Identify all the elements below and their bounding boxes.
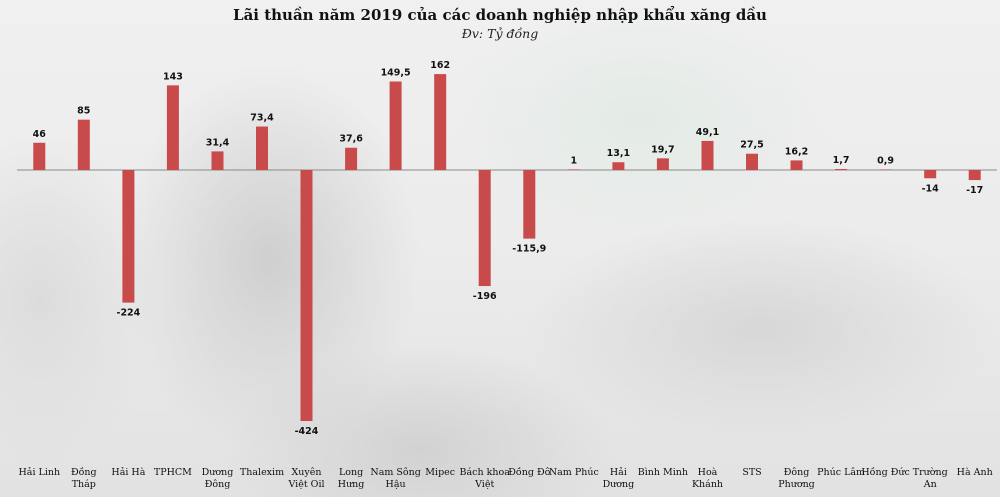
category-label: Trường [913,467,948,478]
category-label: Xuyên [292,467,322,478]
bar-value-label: 37,6 [339,134,363,145]
category-label: Hải Hà [111,467,145,478]
category-label: Nam Sông [370,467,420,478]
bar [166,85,179,170]
category-label: Bách khoa [460,467,511,478]
bar-value-label: -224 [117,308,141,319]
category-label: Hậu [386,479,406,490]
bar-value-label: -14 [922,183,940,194]
bar-value-label: 31,4 [206,137,230,148]
bars-group [33,74,981,422]
category-label: Phương [778,479,815,490]
category-label: Hưng [338,479,365,490]
bar [256,126,268,170]
category-label: Việt Oil [287,479,324,490]
bar-value-label: 49,1 [696,127,719,138]
category-label: Đông [784,467,810,478]
bar [389,81,402,170]
category-label: Việt [474,479,494,490]
category-label: Tháp [72,479,96,490]
bar [746,153,758,170]
bar [612,162,625,170]
category-label: Hoà [698,467,718,478]
category-label: Phúc Lâm [817,467,865,478]
bar-value-label: 85 [77,106,90,117]
bar-value-label: -424 [295,426,319,437]
bar-value-label: 13,1 [607,148,630,159]
bar-value-label: 16,2 [785,146,808,157]
category-label: Bình Minh [638,467,688,478]
bar-value-label: 1 [570,155,577,166]
bar-value-label: 46 [33,129,47,140]
bar [478,170,491,287]
bar [567,169,580,170]
bar-value-label: 143 [163,71,183,82]
chart-unit-subtitle: Đv: Tỷ đồng [461,26,539,41]
bar-value-label: 149,5 [381,67,411,78]
bar [33,142,46,170]
category-label: An [923,479,937,490]
bar-value-label: -17 [966,185,983,196]
category-label: Thalexim [240,467,284,478]
bar-value-label: 162 [430,60,450,71]
bar-value-label: 0,9 [877,155,894,166]
bar [434,74,447,170]
bar-value-label: -196 [473,291,497,302]
bar [345,147,358,170]
value-labels-group: 46 85 -224 143 31,4 73,4 -424 37,6 149,5 162 -196 -… [33,60,984,437]
category-label: Hồng Đức [861,467,909,478]
category-label: Dương [202,467,234,478]
bar [835,168,848,170]
category-label: Dương [603,479,635,490]
bar-value-label: 73,4 [250,113,274,124]
category-label: Hải [610,467,627,478]
bar [211,151,224,170]
category-label: TPHCM [154,467,192,478]
category-label: Khánh [692,479,723,490]
bar [77,119,90,170]
chart-title: Lãi thuần năm 2019 của các doanh nghiệp … [233,6,767,24]
bar [656,158,669,170]
bar [968,170,981,181]
category-label: Long [339,467,363,478]
category-label: Đồng Đô [508,467,550,478]
bar [122,170,135,303]
bar [790,160,803,170]
category-label: Đông [205,479,231,490]
category-label: STS [742,467,761,478]
bar-value-label: 19,7 [651,144,674,155]
bar-value-label: 1,7 [833,155,850,166]
bar [924,170,937,179]
category-label: Nam Phúc [549,467,599,478]
bar-value-label: -115,9 [512,244,546,255]
category-label: Hà Anh [957,467,993,478]
category-label: Hải Linh [19,467,61,478]
bar-value-label: 27,5 [740,140,763,151]
bar [300,170,313,422]
bar [701,140,714,170]
category-label: Mipec [425,467,455,478]
bar [879,169,892,170]
bar [523,170,536,239]
category-label: Đồng [71,467,97,478]
